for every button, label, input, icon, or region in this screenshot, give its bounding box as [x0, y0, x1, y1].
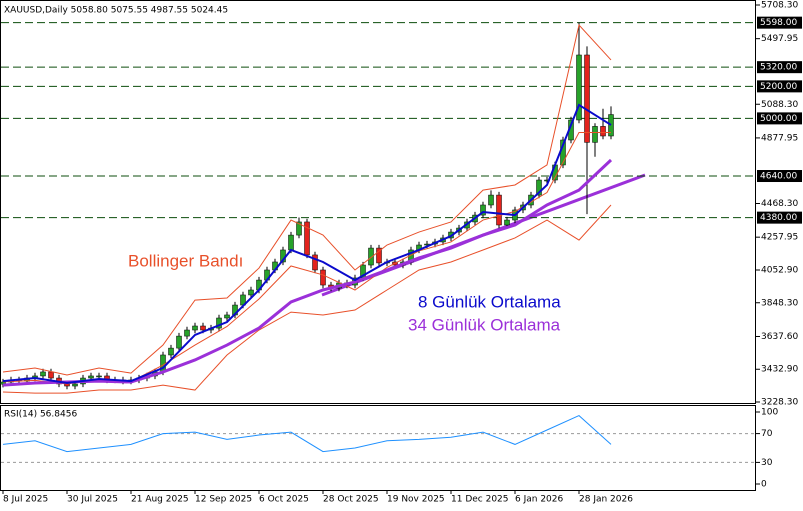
- y-tick-label: 4877.95: [761, 133, 798, 143]
- indicator-line: [2, 204, 612, 394]
- candle-body: [72, 383, 78, 387]
- candle-body: [248, 289, 254, 296]
- candle-body: [96, 375, 102, 378]
- candle-body: [488, 194, 494, 206]
- y-tick-label: 4257.95: [761, 233, 798, 243]
- candle-body: [48, 371, 54, 379]
- y-tick-label: 3637.60: [761, 332, 798, 342]
- candle-body: [224, 314, 230, 319]
- candle-body: [376, 247, 382, 264]
- candle-body: [176, 335, 182, 349]
- y-tick-label: 3432.90: [761, 365, 798, 375]
- price-panel: [0, 0, 756, 404]
- candle-body: [584, 54, 590, 143]
- level-label: 4380.00: [760, 213, 797, 223]
- indicator-line: [2, 24, 612, 376]
- candle-body: [496, 194, 502, 226]
- level-label: 5200.00: [760, 82, 797, 92]
- y-tick-label: 5708.30: [761, 1, 798, 11]
- x-tick-label: 8 Jul 2025: [3, 495, 48, 505]
- annotation: Bollinger Bandı: [128, 251, 243, 270]
- x-tick-label: 30 Jul 2025: [67, 495, 118, 505]
- candle-body: [312, 254, 318, 271]
- y-tick-label: 3848.30: [761, 298, 798, 308]
- candle-body: [168, 347, 174, 356]
- candle-body: [504, 219, 510, 226]
- level-label-box: [757, 16, 802, 29]
- indicator-line: [2, 103, 612, 385]
- candle-body: [200, 325, 206, 331]
- level-label: 5000.00: [760, 114, 797, 124]
- candle-body: [600, 126, 606, 137]
- y-tick-label: 4468.30: [761, 199, 798, 209]
- annotation: 8 Günlük Ortalama: [418, 292, 561, 311]
- level-label: 5598.00: [760, 18, 797, 28]
- candle-body: [608, 114, 614, 137]
- level-label: 5320.00: [760, 63, 797, 73]
- candle-body: [480, 204, 486, 216]
- level-label-box: [757, 80, 802, 93]
- level-label-box: [757, 112, 802, 125]
- x-tick-label: 28 Oct 2025: [323, 495, 379, 505]
- rsi-panel: [0, 405, 756, 491]
- x-tick-label: 21 Aug 2025: [131, 495, 189, 505]
- x-tick-label: 19 Nov 2025: [387, 495, 445, 505]
- candle-body: [368, 247, 374, 266]
- x-tick-label: 11 Dec 2025: [451, 495, 509, 505]
- candle-body: [192, 325, 198, 331]
- rsi-title: RSI(14) 56.8456: [4, 410, 77, 420]
- candle-body: [592, 126, 598, 143]
- indicator-line: [2, 158, 613, 387]
- candle-body: [88, 375, 94, 379]
- annotation: 34 Günlük Ortalama: [408, 315, 561, 334]
- y-tick-label: 5088.30: [761, 100, 798, 110]
- candle-body: [576, 54, 582, 121]
- y-tick-label: 4052.90: [761, 265, 798, 275]
- y-tick-label: 0: [761, 480, 767, 490]
- candle-body: [184, 329, 190, 337]
- candle-body: [536, 179, 542, 196]
- candle-body: [216, 317, 222, 329]
- level-label-box: [757, 170, 802, 183]
- x-tick-label: 6 Jan 2026: [515, 495, 563, 505]
- level-label-box: [757, 61, 802, 74]
- y-tick-label: 100: [761, 408, 778, 418]
- x-tick-label: 6 Oct 2025: [259, 495, 309, 505]
- y-tick-label: 70: [761, 429, 773, 439]
- level-label: 4640.00: [760, 172, 797, 182]
- x-tick-label: 28 Jan 2026: [579, 495, 633, 505]
- rsi-line: [2, 415, 612, 453]
- y-tick-label: 3228.30: [761, 398, 798, 408]
- chart-title: XAUUSD,Daily 5058.80 5075.55 4987.55 502…: [4, 6, 228, 16]
- y-tick-label: 5497.95: [761, 34, 798, 44]
- y-tick-label: 30: [761, 458, 773, 468]
- x-tick-label: 12 Sep 2025: [195, 495, 252, 505]
- candle-body: [288, 234, 294, 251]
- candle-body: [320, 269, 326, 286]
- level-label-box: [757, 211, 802, 224]
- candle-body: [40, 371, 46, 377]
- candle-body: [296, 221, 302, 236]
